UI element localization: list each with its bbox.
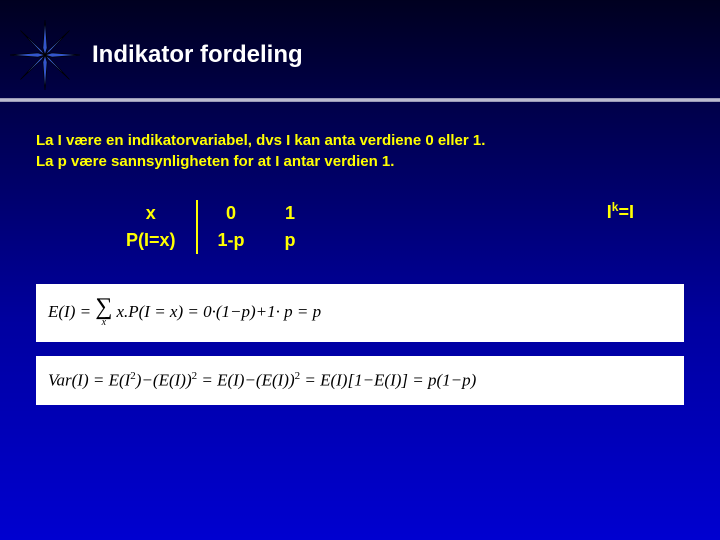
power-note: Ik=I (607, 200, 634, 223)
separator-line (0, 98, 720, 102)
f2-c: = E(I)−(E(I)) (197, 371, 295, 390)
table-col-0: 0 1-p (198, 200, 265, 254)
header-p: P(I=x) (126, 227, 176, 254)
cell-0: 0 (218, 200, 245, 227)
header: Indikator fordeling (0, 0, 720, 98)
cell-p: p (285, 227, 296, 254)
intro-line-2: La p være sannsynligheten for at I antar… (36, 151, 684, 172)
f2-a: Var(I) = E(I (48, 371, 130, 390)
header-x: x (126, 200, 176, 227)
cell-1: 1 (285, 200, 296, 227)
f2-b: )−(E(I)) (136, 371, 192, 390)
formula-expectation: E(I) = ∑xx.P(I = x) = 0·(1−p)+1· p = p (36, 284, 684, 342)
starburst-icon (10, 20, 80, 90)
f1-lhs: E(I) = (48, 302, 95, 321)
content-area: La I være en indikatorvariabel, dvs I ka… (0, 130, 720, 254)
probability-table: x P(I=x) 0 1-p 1 p (106, 200, 316, 254)
intro-line-1: La I være en indikatorvariabel, dvs I ka… (36, 130, 684, 151)
f2-d: = E(I)[1−E(I)] = p(1−p) (300, 371, 476, 390)
table-header-col: x P(I=x) (106, 200, 198, 254)
note-rest: =I (618, 202, 634, 222)
sigma-icon: ∑x (95, 298, 112, 328)
f1-rhs: x.P(I = x) = 0·(1−p)+1· p = p (116, 302, 321, 321)
intro-text: La I være en indikatorvariabel, dvs I ka… (36, 130, 684, 172)
sigma-sub: x (102, 317, 106, 328)
sigma-expr: ∑x (95, 298, 116, 328)
probability-table-area: x P(I=x) 0 1-p 1 p Ik=I (106, 200, 634, 254)
slide-title: Indikator fordeling (92, 41, 303, 69)
table-col-1: 1 p (265, 200, 316, 254)
formula-variance: Var(I) = E(I2)−(E(I))2 = E(I)−(E(I))2 = … (36, 356, 684, 405)
cell-1mp: 1-p (218, 227, 245, 254)
